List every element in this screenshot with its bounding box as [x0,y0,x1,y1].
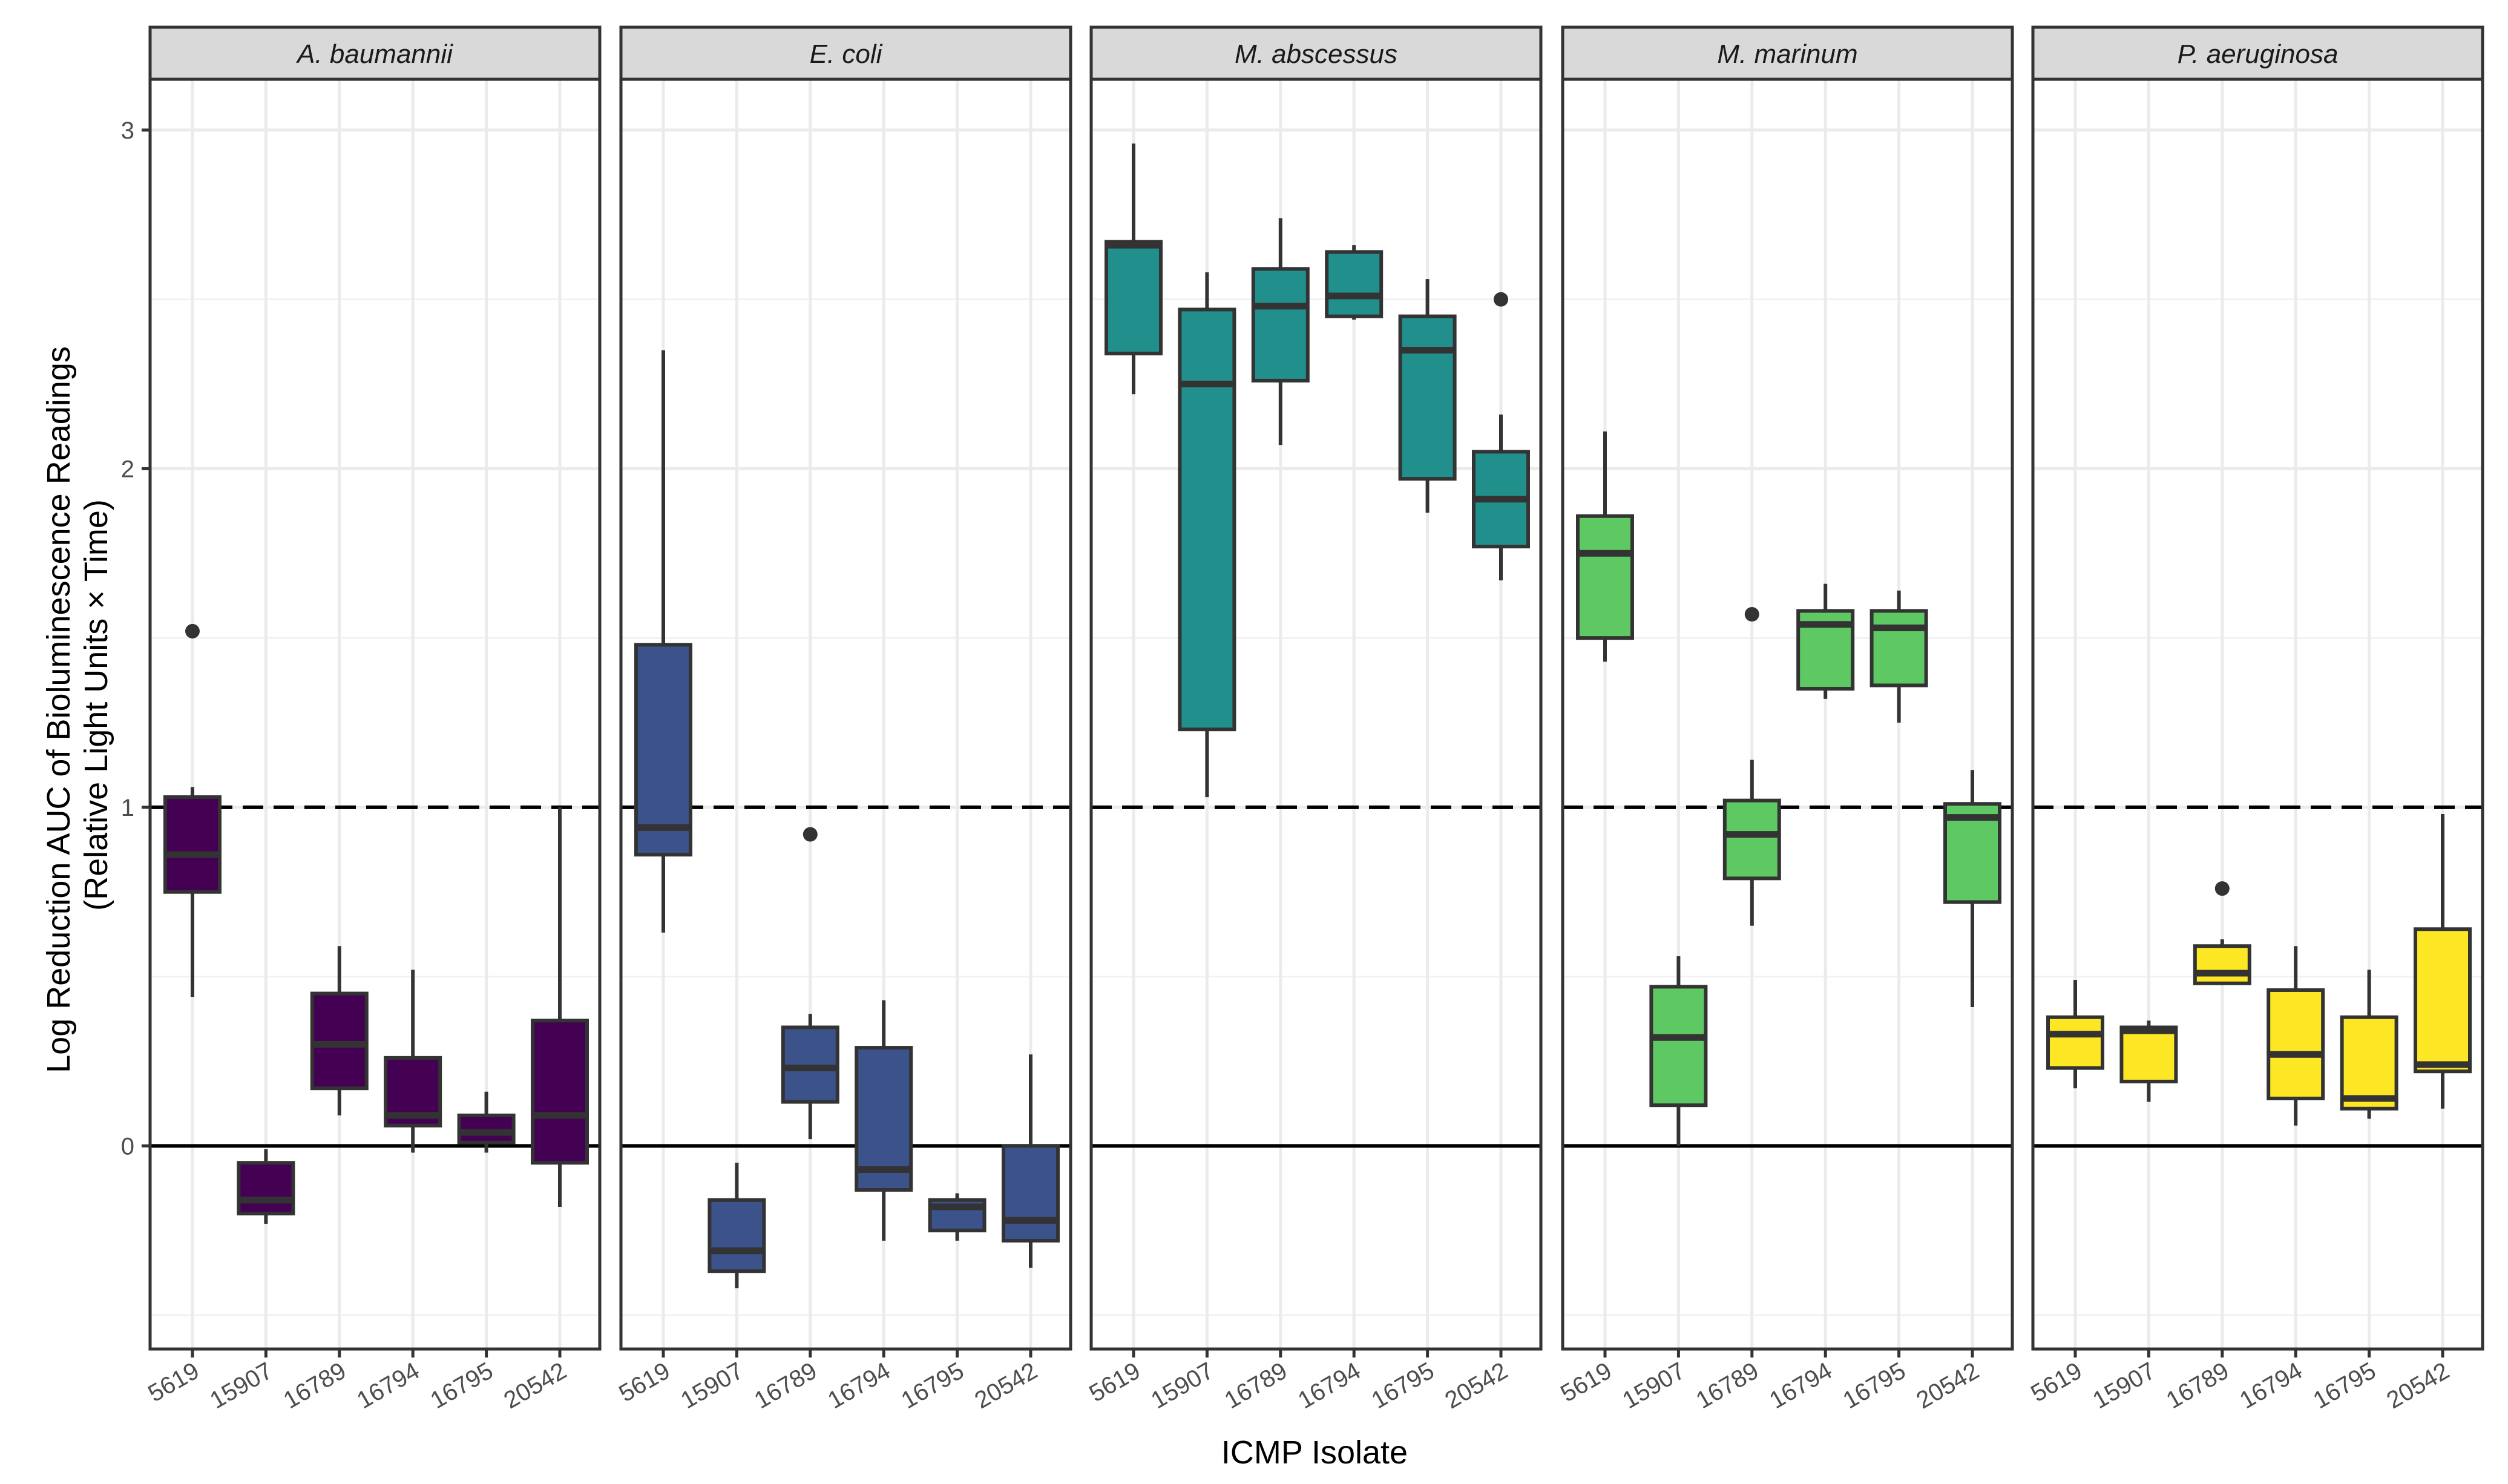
box-iqr [457,1113,516,1144]
boxplot-16789 [781,827,839,1140]
boxplot-16789 [310,946,369,1115]
strip-background [148,25,602,81]
box-iqr [531,1019,589,1165]
boxplot-15907 [2119,1020,2178,1102]
box-iqr [310,991,369,1091]
strip-label: P. aeruginosa [2178,39,2339,69]
box-iqr [237,1161,295,1216]
box-iqr [1002,1144,1060,1243]
box-iqr [634,643,692,857]
outlier-point [1494,292,1508,307]
box-iqr [1576,514,1634,640]
boxplot-16789 [1722,606,1781,926]
outlier-point [1744,606,1759,622]
box-iqr [781,1025,839,1104]
boxplot-15907 [707,1163,766,1289]
box-iqr [707,1198,766,1273]
x-axis-title: ICMP Isolate [1221,1434,1408,1471]
box-iqr [2340,1015,2398,1111]
y-axis-title-line-1: Log Reduction AUC of Bioluminescence Rea… [41,346,77,1073]
boxplot-16789 [1251,218,1310,445]
strip-label: M. abscessus [1235,39,1397,69]
box-iqr [2119,1025,2178,1084]
panel-background [150,79,600,1349]
box-iqr [163,795,222,894]
strip-background [1561,25,2014,81]
boxplot-15907 [1178,272,1236,798]
y-axis-title: Log Reduction AUC of Bioluminescence Rea… [41,337,114,1073]
y-axis-title-line-2: (Relative Light Units × Time) [78,499,114,911]
box-iqr [1870,609,1928,688]
box-iqr [2193,944,2251,985]
box-iqr [1649,985,1708,1108]
y-tick-label: 1 [121,795,134,821]
boxplot-20542 [1943,770,2001,1007]
boxplot-16795 [2340,970,2398,1119]
strip-label: A. baumannii [295,39,453,69]
box-iqr [1722,798,1781,881]
boxplot-16794 [855,1000,913,1241]
panel-background [2033,79,2483,1349]
strip-background [619,25,1072,81]
boxplot-5619 [2046,980,2104,1089]
box-iqr [1178,307,1236,732]
boxplot-16795 [1398,279,1457,513]
boxplot-16794 [384,970,442,1153]
boxplot-5619 [634,350,692,933]
boxplot-16789 [2193,881,2251,985]
strip-background [2031,25,2484,81]
boxplot-5619 [1105,143,1163,395]
boxplot-20542 [1472,292,1530,581]
boxplot-16794 [1796,583,1855,699]
box-iqr [2414,927,2472,1074]
boxplot-16794 [2267,946,2325,1126]
boxplot-16794 [1325,245,1384,320]
boxplot-5619 [163,623,222,997]
box-iqr [2046,1015,2104,1070]
box-iqr [2267,988,2325,1100]
outlier-point [185,623,200,639]
panel-background [621,79,1071,1349]
box-iqr [1325,250,1384,318]
outlier-point [803,827,818,842]
boxplot-20542 [1002,1054,1060,1268]
box-iqr [1251,267,1310,382]
y-axis: 0 1 2 3 [121,117,150,1160]
panel-background [1091,79,1541,1349]
y-tick-label: 3 [121,117,134,144]
y-tick-label: 2 [121,456,134,482]
boxplot-5619 [1576,431,1634,662]
boxplot-15907 [237,1149,295,1224]
panel-background [1563,79,2012,1349]
strip-background [1089,25,1543,81]
box-iqr [855,1046,913,1192]
box-iqr [1105,240,1163,356]
strip-label: E. coli [810,39,883,69]
boxplot-15907 [1649,956,1708,1146]
y-tick-label: 0 [121,1133,134,1160]
boxplot-16795 [457,1091,516,1153]
boxplot-20542 [531,807,589,1207]
boxplot-20542 [2414,814,2472,1109]
box-iqr [1398,314,1457,481]
boxplot-16795 [928,1193,986,1241]
strip-label: M. marinum [1717,39,1857,69]
boxplot-16795 [1870,590,1928,723]
outlier-point [2214,881,2230,896]
